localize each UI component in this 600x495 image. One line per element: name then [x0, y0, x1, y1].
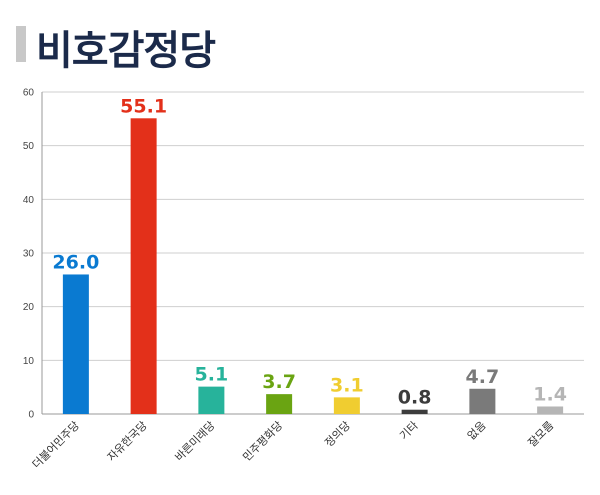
category-label: 정의당: [322, 419, 353, 450]
category-label: 기타: [397, 419, 421, 443]
value-label: 3.7: [262, 371, 296, 393]
y-tick-label: 40: [23, 195, 35, 206]
category-label: 자유한국당: [105, 419, 150, 464]
value-label: 1.4: [533, 383, 567, 405]
bar-0: [62, 274, 89, 414]
category-label: 바른미래당: [173, 419, 218, 464]
value-label: 5.1: [195, 364, 229, 386]
bar-1: [130, 118, 157, 415]
y-tick-label: 30: [23, 249, 35, 260]
bar-6: [469, 388, 496, 414]
bar-4: [333, 397, 360, 414]
y-tick-label: 0: [28, 410, 34, 421]
page-title: 비호감정당: [36, 28, 216, 74]
title-accent-bar: [16, 26, 26, 62]
category-label: 잘모름: [526, 419, 557, 450]
value-label: 3.1: [330, 374, 364, 396]
value-label: 55.1: [120, 95, 167, 117]
bar-2: [198, 386, 225, 414]
bar-5: [401, 409, 428, 414]
value-label: 26.0: [52, 251, 99, 273]
value-label: 0.8: [398, 387, 432, 409]
category-label: 없음: [465, 419, 489, 443]
y-tick-label: 20: [23, 302, 35, 313]
bar-7: [537, 406, 564, 414]
y-tick-label: 50: [23, 141, 35, 152]
bar-3: [266, 394, 293, 414]
y-tick-label: 60: [23, 88, 35, 99]
value-label: 4.7: [466, 366, 500, 388]
category-label: 민주평화당: [240, 419, 285, 464]
y-tick-label: 10: [23, 356, 35, 367]
category-label: 더불어민주당: [30, 419, 82, 471]
